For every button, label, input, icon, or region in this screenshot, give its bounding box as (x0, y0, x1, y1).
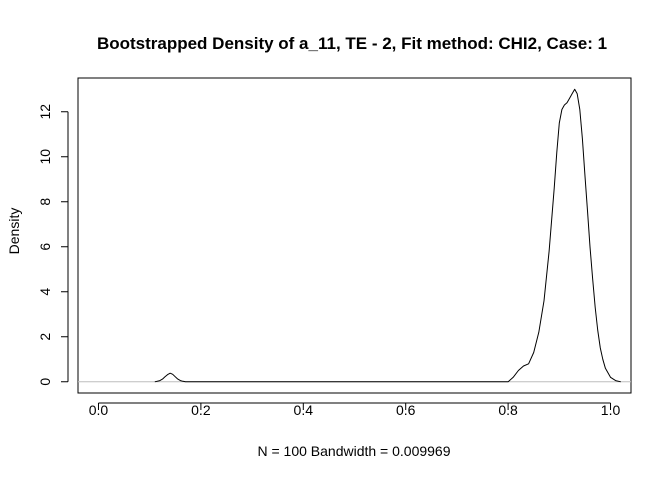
x-tick-label: 0.0 (89, 402, 109, 418)
y-tick-label: 2 (37, 333, 53, 341)
x-tick-label: 0.6 (396, 402, 416, 418)
x-tick-label: 1.0 (601, 402, 621, 418)
series-layer (154, 88, 621, 383)
density-curve (154, 88, 621, 383)
x-tick-label: 0.4 (294, 402, 314, 418)
x-tick-label: 0.2 (191, 402, 211, 418)
x-axis: 0.0 0.2 0.4 0.6 0.8 1.0 (89, 402, 621, 418)
y-tick-label: 6 (37, 243, 53, 251)
x-tick-label: 0.8 (498, 402, 518, 418)
y-tick-label: 10 (37, 149, 53, 165)
y-tick-label: 0 (37, 378, 53, 386)
chart-title: Bootstrapped Density of a_11, TE - 2, Fi… (97, 34, 607, 53)
y-axis-label: Density (6, 208, 22, 255)
plot-area-border (77, 77, 632, 394)
y-axis: 0 2 4 6 8 10 12 (37, 104, 69, 386)
y-tick-label: 12 (37, 104, 53, 120)
y-tick-label: 4 (37, 288, 53, 296)
y-tick-label: 8 (37, 198, 53, 206)
x-axis-label: N = 100 Bandwidth = 0.009969 (257, 443, 450, 459)
